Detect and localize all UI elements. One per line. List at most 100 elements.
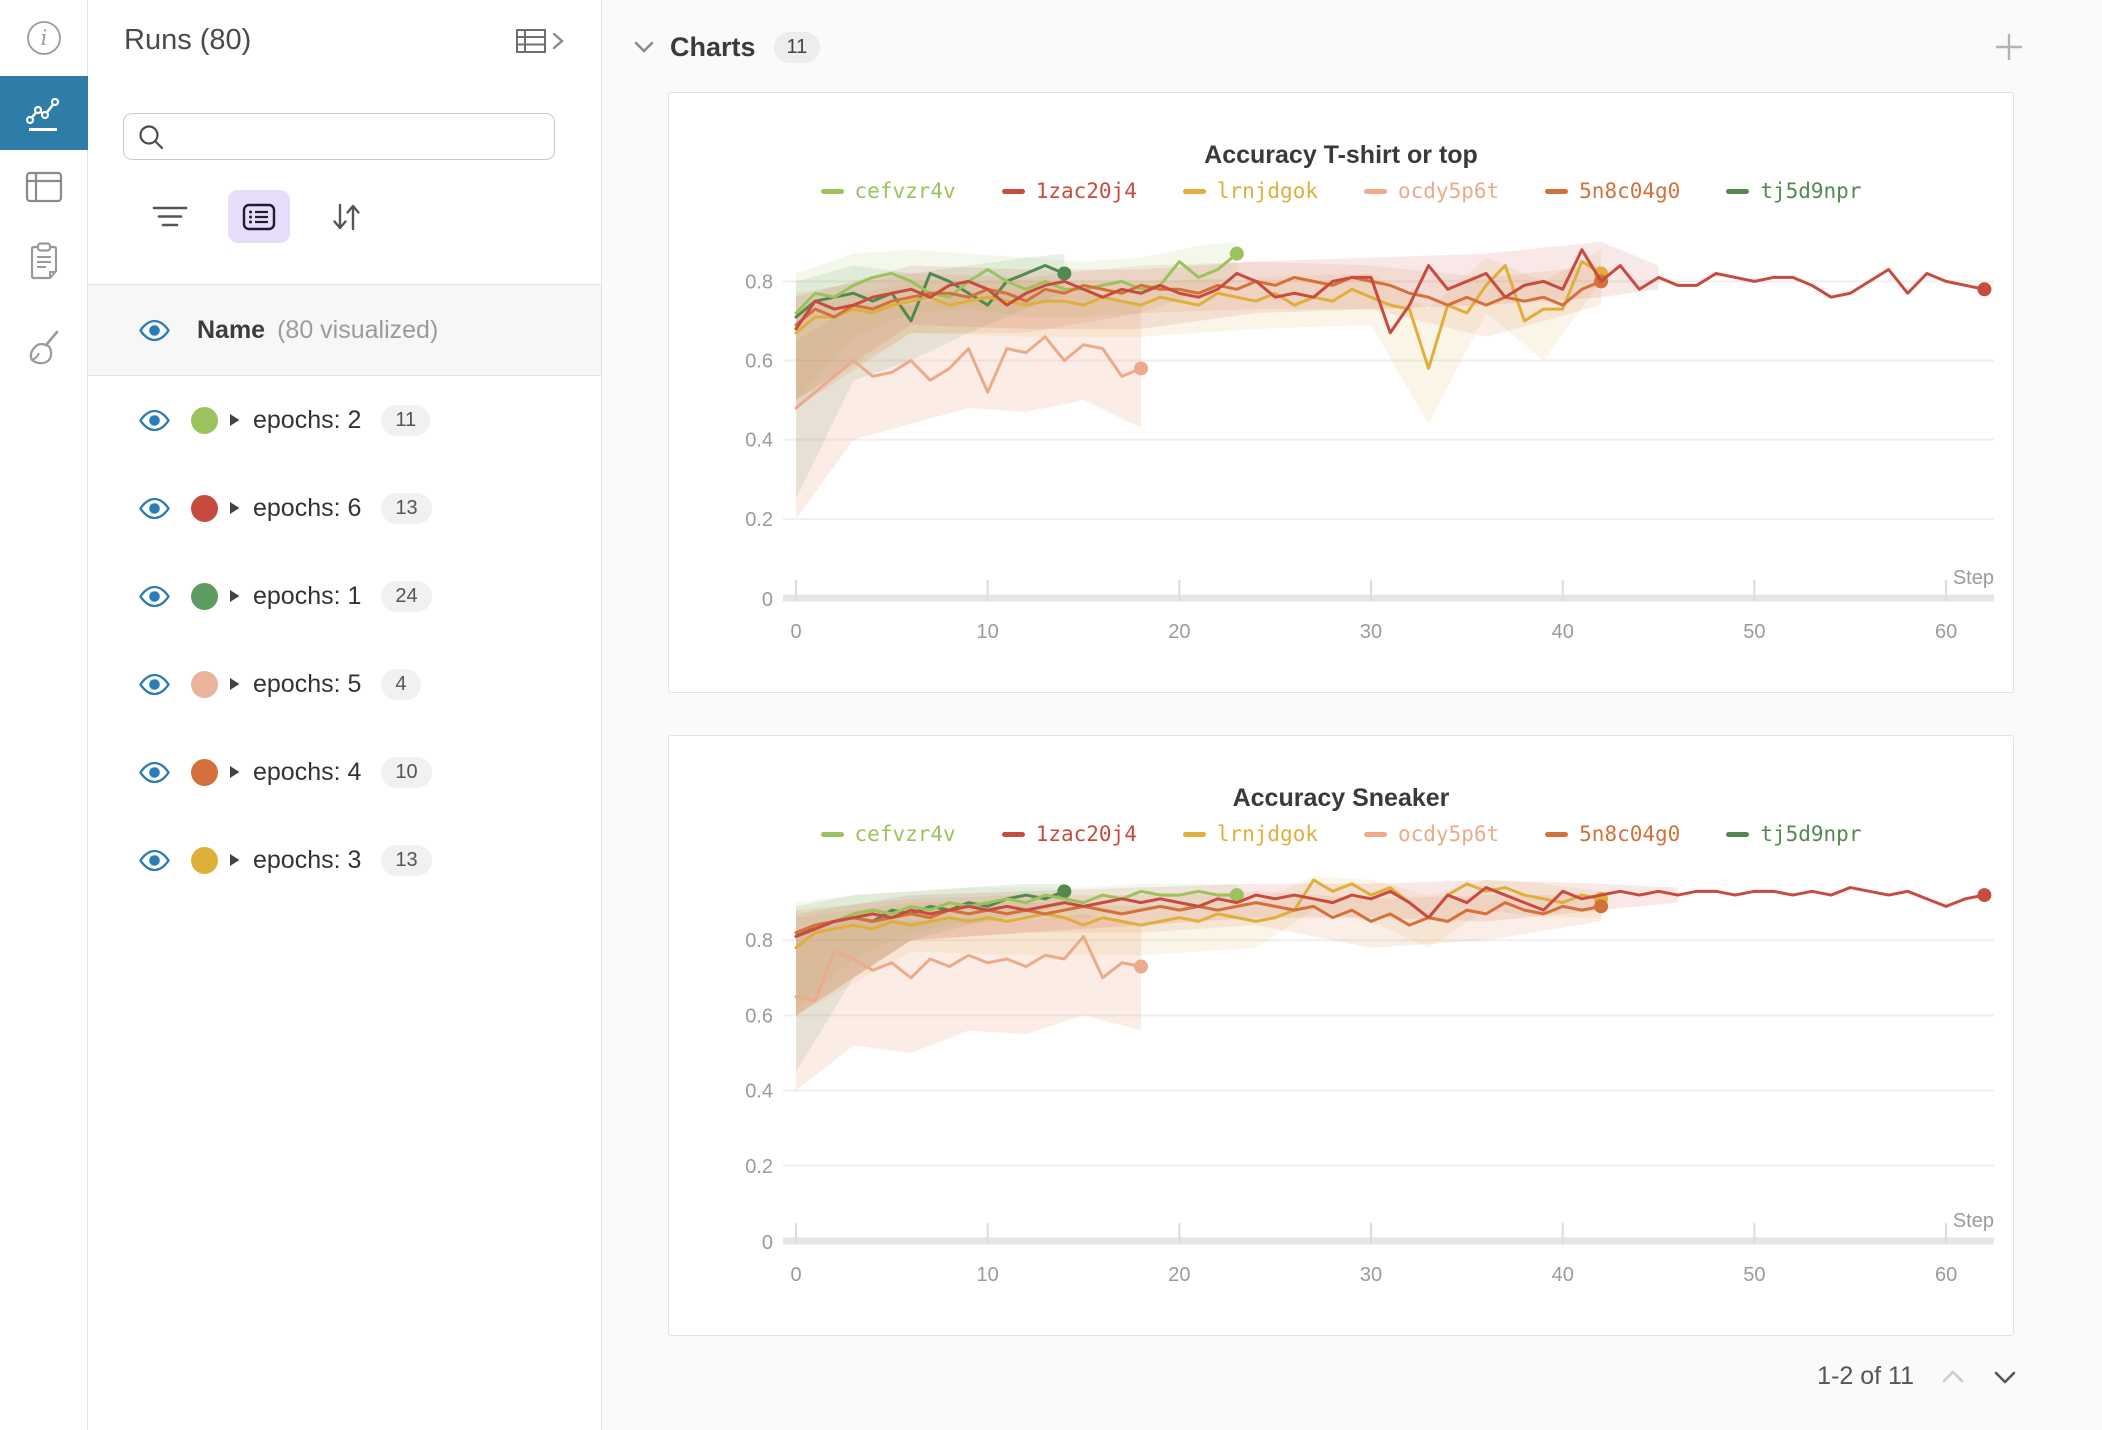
caret-right-icon[interactable] <box>228 852 241 868</box>
info-icon[interactable]: i <box>0 0 88 76</box>
svg-text:40: 40 <box>1552 1264 1574 1286</box>
legend-swatch <box>1182 831 1206 837</box>
line-chart-icon[interactable] <box>0 76 88 150</box>
legend-label: 1zac20j4 <box>1035 822 1137 846</box>
svg-text:60: 60 <box>1935 1264 1957 1286</box>
chart-legend: cefvzr4v 1zac20j4 lrnjdgok ocdy5p6t 5n8c04g0… <box>669 822 2013 846</box>
svg-text:0.6: 0.6 <box>745 1005 773 1027</box>
legend-item-ocdy5p6t[interactable]: ocdy5p6t <box>1364 822 1499 846</box>
legend-swatch <box>820 831 844 837</box>
chart-card: Accuracy Sneaker cefvzr4v 1zac20j4 lrnjdgo… <box>668 735 2014 1336</box>
svg-text:0.2: 0.2 <box>745 1156 773 1178</box>
svg-text:0: 0 <box>762 1232 773 1254</box>
run-group-label: epochs: 3 <box>253 845 362 874</box>
svg-text:50: 50 <box>1743 621 1765 643</box>
pagination-label: 1-2 of 11 <box>1817 1362 1914 1390</box>
legend-swatch <box>1364 831 1387 837</box>
run-list-name-label: Name <box>197 315 266 344</box>
caret-right-icon[interactable] <box>228 588 241 604</box>
chevron-down-icon[interactable] <box>1992 1368 2018 1386</box>
table-icon[interactable] <box>0 150 88 224</box>
legend-label: lrnjdgok <box>1216 179 1318 203</box>
svg-text:0.2: 0.2 <box>745 509 773 531</box>
legend-item-lrnjdgok[interactable]: lrnjdgok <box>1182 179 1318 203</box>
line-chart-plot[interactable]: 0.2 0.4 0.6 0.8 00 10 20 30 40 50 60 Step <box>669 222 2013 692</box>
legend-item-cefvzr4v[interactable]: cefvzr4v <box>820 179 956 203</box>
run-group-label: epochs: 5 <box>253 669 362 698</box>
run-count-badge: 24 <box>381 580 432 612</box>
filter-icon[interactable] <box>150 203 190 231</box>
caret-right-icon[interactable] <box>228 764 241 780</box>
eye-icon[interactable] <box>138 761 171 784</box>
run-count-badge: 10 <box>381 756 432 788</box>
eye-icon[interactable] <box>138 319 171 342</box>
legend-swatch <box>1001 188 1025 194</box>
run-group-color-dot <box>191 582 218 610</box>
eye-icon[interactable] <box>138 673 171 696</box>
legend-item-5n8c04g0[interactable]: 5n8c04g0 <box>1545 179 1680 203</box>
chevron-up-icon[interactable] <box>1940 1368 1966 1386</box>
legend-label: tj5d9npr <box>1760 822 1862 846</box>
legend-item-tj5d9npr[interactable]: tj5d9npr <box>1726 822 1861 846</box>
legend-swatch <box>1726 831 1750 837</box>
run-group-label: epochs: 2 <box>253 405 362 434</box>
legend-item-1zac20j4[interactable]: 1zac20j4 <box>1001 822 1137 846</box>
run-group-row[interactable]: epochs: 4 10 <box>88 728 601 816</box>
caret-right-icon[interactable] <box>228 500 241 516</box>
run-group-row[interactable]: epochs: 2 11 <box>88 376 601 464</box>
svg-text:0: 0 <box>790 621 801 643</box>
legend-item-ocdy5p6t[interactable]: ocdy5p6t <box>1364 179 1499 203</box>
search-box <box>123 113 555 160</box>
svg-text:20: 20 <box>1168 621 1190 643</box>
charts-pagination: 1-2 of 11 <box>602 1362 2102 1391</box>
svg-text:0.4: 0.4 <box>745 1081 773 1103</box>
clipboard-icon[interactable] <box>0 224 88 298</box>
run-group-color-dot <box>191 406 218 434</box>
svg-text:60: 60 <box>1935 621 1957 643</box>
legend-swatch <box>1182 188 1206 194</box>
eye-icon[interactable] <box>138 409 171 432</box>
run-group-color-dot <box>191 494 218 522</box>
legend-item-1zac20j4[interactable]: 1zac20j4 <box>1001 179 1137 203</box>
caret-right-icon[interactable] <box>228 412 241 428</box>
eye-icon[interactable] <box>138 497 171 520</box>
sort-icon[interactable] <box>328 200 364 234</box>
legend-label: cefvzr4v <box>854 822 956 846</box>
search-input[interactable] <box>175 122 541 151</box>
table-expand-icon[interactable] <box>515 26 565 56</box>
eye-icon[interactable] <box>138 585 171 608</box>
charts-section-header: Charts 11 <box>602 0 2102 80</box>
list-view-icon[interactable] <box>228 190 290 243</box>
legend-swatch <box>820 188 844 194</box>
run-group-row[interactable]: epochs: 6 13 <box>88 464 601 552</box>
chart-title: Accuracy T-shirt or top <box>1204 141 1478 169</box>
run-group-label: epochs: 6 <box>253 493 362 522</box>
svg-text:Step: Step <box>1953 567 1994 589</box>
chevron-down-icon[interactable] <box>632 38 656 56</box>
run-group-row[interactable]: epochs: 1 24 <box>88 552 601 640</box>
run-group-row[interactable]: epochs: 3 13 <box>88 816 601 904</box>
run-group-row[interactable]: epochs: 5 4 <box>88 640 601 728</box>
chart-legend: cefvzr4v 1zac20j4 lrnjdgok ocdy5p6t 5n8c04g0… <box>669 179 2013 203</box>
plus-icon[interactable] <box>1988 26 2030 68</box>
run-group-color-dot <box>191 846 218 874</box>
charts-workspace: Charts 11 Accuracy T-shirt or top cefvzr… <box>602 0 2102 1430</box>
broom-icon[interactable] <box>0 312 88 386</box>
legend-swatch <box>1001 831 1025 837</box>
legend-item-lrnjdgok[interactable]: lrnjdgok <box>1182 822 1318 846</box>
legend-item-5n8c04g0[interactable]: 5n8c04g0 <box>1545 822 1680 846</box>
charts-section-title: Charts <box>670 31 756 62</box>
svg-text:0: 0 <box>762 589 773 611</box>
legend-label: cefvzr4v <box>854 179 956 203</box>
caret-right-icon[interactable] <box>228 676 241 692</box>
run-group-list: epochs: 2 11 epochs: 6 13 epochs: 1 24 epochs:… <box>88 376 601 904</box>
runs-panel: Runs (80) <box>88 0 602 1430</box>
search-icon <box>137 123 165 151</box>
legend-item-tj5d9npr[interactable]: tj5d9npr <box>1726 179 1861 203</box>
run-count-badge: 13 <box>381 844 432 876</box>
legend-item-cefvzr4v[interactable]: cefvzr4v <box>820 822 956 846</box>
run-list-header: Name (80 visualized) <box>88 284 601 376</box>
eye-icon[interactable] <box>138 849 171 872</box>
line-chart-plot[interactable]: 0.2 0.4 0.6 0.8 00 10 20 30 40 50 60 Step <box>669 865 2013 1335</box>
